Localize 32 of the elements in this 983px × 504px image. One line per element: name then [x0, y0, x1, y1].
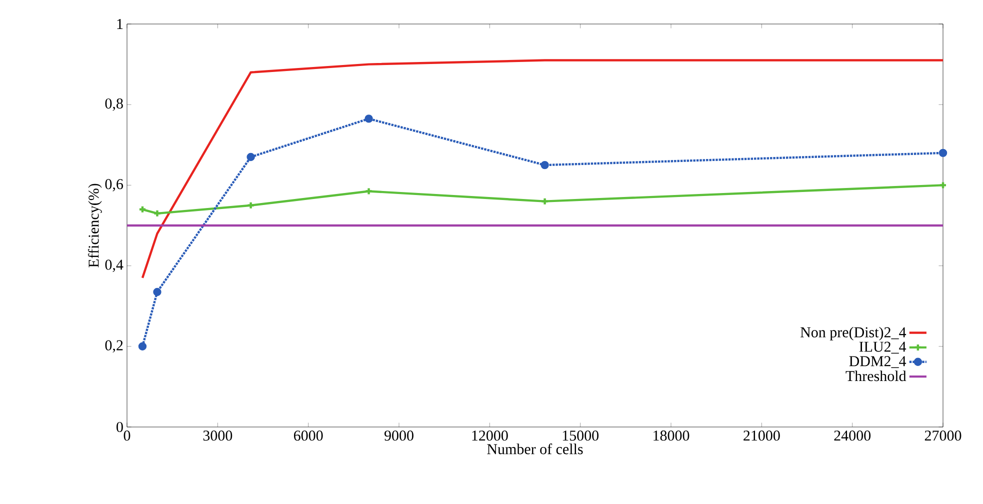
x-tick-label: 6000: [294, 430, 323, 441]
line-series: [141, 59, 944, 279]
x-tick-label: 12000: [472, 430, 508, 441]
x-tick-label: 18000: [654, 430, 690, 441]
legend-label: ILU2_4: [859, 342, 906, 354]
legend-label: Non pre(Dist)2_4: [800, 326, 906, 340]
point: [938, 148, 948, 158]
x-tick-label: 9000: [384, 430, 414, 441]
x-tick-label: 0: [124, 430, 130, 441]
x-tick-label: 24000: [834, 430, 871, 441]
y-tick-label: 0,8: [105, 98, 123, 111]
point: [364, 114, 373, 123]
legend-label: Threshold: [846, 370, 906, 382]
point: [364, 187, 373, 196]
y-tick-label: 0,4: [105, 260, 124, 272]
x-tick-label: 15000: [562, 430, 599, 441]
y-tick-label: 0,2: [105, 340, 123, 353]
point: [138, 342, 147, 350]
y-tick-label: 1: [117, 19, 123, 29]
y-axis-title: Efficiency(%): [88, 184, 102, 268]
point: [540, 197, 549, 206]
x-axis-title: Number of cells: [487, 444, 583, 454]
x-tick-label: 27000: [924, 430, 962, 441]
point: [246, 201, 255, 210]
x-tick-label: 3000: [203, 430, 232, 441]
y-tick-label: 0: [116, 422, 123, 432]
x-tick-label: 21000: [744, 430, 780, 441]
legend-label: DDM2_4: [849, 356, 906, 368]
point: [246, 152, 255, 162]
y-tick-label: 0,6: [105, 179, 124, 192]
point: [153, 288, 162, 296]
point: [540, 160, 549, 170]
